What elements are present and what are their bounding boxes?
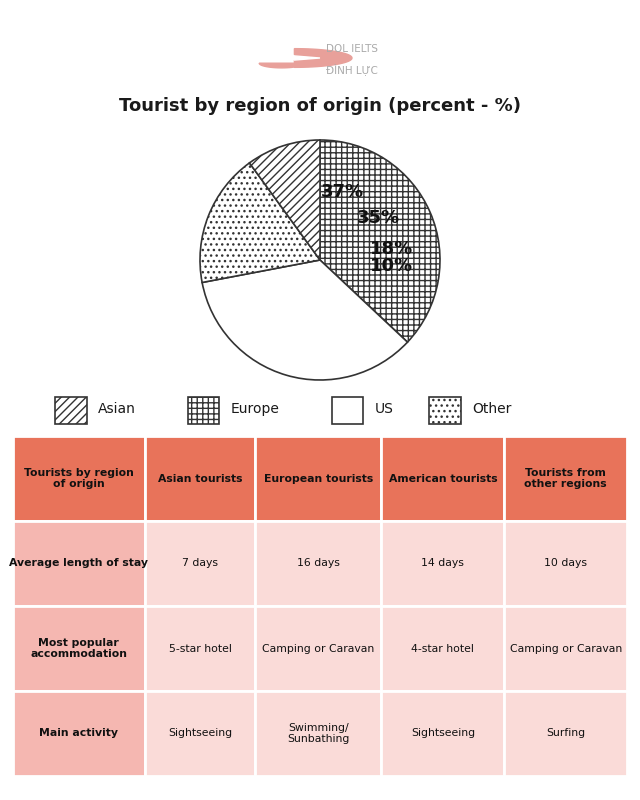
- FancyBboxPatch shape: [381, 521, 504, 606]
- Text: Camping or Caravan: Camping or Caravan: [509, 643, 622, 654]
- Text: Main activity: Main activity: [39, 729, 118, 738]
- Text: 14 days: 14 days: [422, 558, 464, 569]
- FancyBboxPatch shape: [255, 691, 381, 776]
- Bar: [188, 398, 219, 424]
- FancyBboxPatch shape: [13, 521, 145, 606]
- Text: Swimming/
Sunbathing: Swimming/ Sunbathing: [287, 722, 349, 744]
- Wedge shape: [320, 140, 440, 342]
- FancyBboxPatch shape: [13, 691, 145, 776]
- FancyBboxPatch shape: [381, 691, 504, 776]
- Text: European tourists: European tourists: [264, 474, 373, 483]
- Text: Sightseeing: Sightseeing: [411, 729, 475, 738]
- Text: 5-star hotel: 5-star hotel: [169, 643, 232, 654]
- Text: Tourists from
other regions: Tourists from other regions: [524, 468, 607, 490]
- FancyBboxPatch shape: [381, 436, 504, 521]
- FancyBboxPatch shape: [504, 691, 627, 776]
- Wedge shape: [250, 140, 320, 260]
- Text: 7 days: 7 days: [182, 558, 218, 569]
- Text: Average length of stay: Average length of stay: [10, 558, 148, 569]
- Text: 10%: 10%: [370, 258, 413, 275]
- Text: American tourists: American tourists: [388, 474, 497, 483]
- Text: 10 days: 10 days: [544, 558, 588, 569]
- FancyBboxPatch shape: [145, 606, 255, 691]
- Text: Tourists by region
of origin: Tourists by region of origin: [24, 468, 134, 490]
- Text: 18%: 18%: [369, 240, 413, 258]
- FancyBboxPatch shape: [145, 521, 255, 606]
- Text: 16 days: 16 days: [297, 558, 340, 569]
- Text: ĐÌNH LỰC: ĐÌNH LỰC: [326, 63, 378, 75]
- Text: Tourist by region of origin (percent - %): Tourist by region of origin (percent - %…: [119, 97, 521, 115]
- FancyBboxPatch shape: [381, 606, 504, 691]
- Text: DOL IELTS: DOL IELTS: [326, 44, 378, 54]
- Text: 35%: 35%: [357, 209, 400, 227]
- Text: Sightseeing: Sightseeing: [168, 729, 232, 738]
- FancyBboxPatch shape: [504, 521, 627, 606]
- Text: Surfing: Surfing: [546, 729, 586, 738]
- Polygon shape: [294, 49, 352, 67]
- FancyBboxPatch shape: [145, 691, 255, 776]
- Bar: [55, 398, 87, 424]
- FancyBboxPatch shape: [504, 606, 627, 691]
- Text: US: US: [375, 402, 394, 416]
- FancyBboxPatch shape: [13, 436, 145, 521]
- Text: Europe: Europe: [231, 402, 280, 416]
- FancyBboxPatch shape: [255, 521, 381, 606]
- Text: Asian tourists: Asian tourists: [158, 474, 243, 483]
- Text: Asian: Asian: [99, 402, 136, 416]
- Polygon shape: [278, 49, 320, 60]
- Text: 4-star hotel: 4-star hotel: [412, 643, 474, 654]
- FancyBboxPatch shape: [255, 436, 381, 521]
- Wedge shape: [200, 163, 320, 282]
- FancyBboxPatch shape: [504, 436, 627, 521]
- Wedge shape: [202, 260, 408, 380]
- Text: Camping or Caravan: Camping or Caravan: [262, 643, 374, 654]
- Polygon shape: [259, 63, 304, 68]
- FancyBboxPatch shape: [255, 606, 381, 691]
- Text: 37%: 37%: [321, 182, 364, 201]
- Bar: [429, 398, 461, 424]
- Text: Most popular
accommodation: Most popular accommodation: [30, 638, 127, 659]
- FancyBboxPatch shape: [145, 436, 255, 521]
- Text: Other: Other: [472, 402, 512, 416]
- Bar: [332, 398, 364, 424]
- FancyBboxPatch shape: [13, 606, 145, 691]
